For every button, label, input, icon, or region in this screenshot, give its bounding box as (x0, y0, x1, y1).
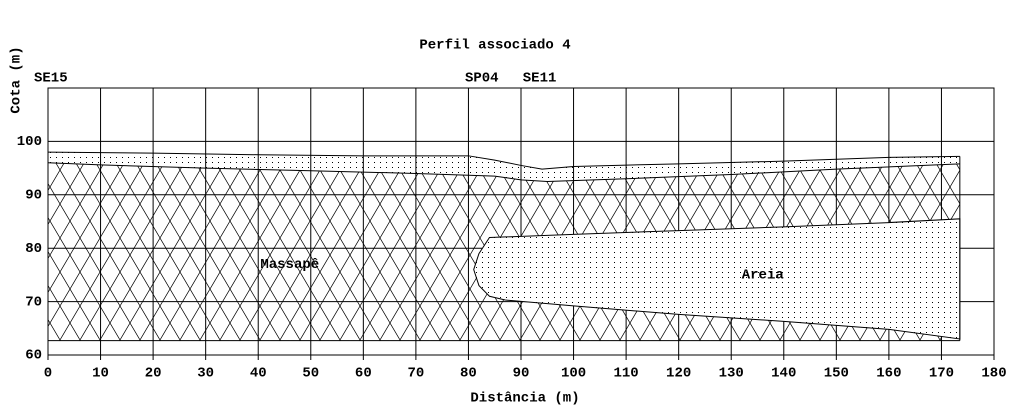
x-tick-label: 110 (614, 366, 639, 382)
y-axis-label: Cota (m) (9, 46, 25, 113)
x-tick-label: 170 (929, 366, 954, 382)
x-tick-label: 180 (981, 366, 1006, 382)
sand-lens (473, 218, 961, 340)
x-tick-label: 10 (92, 366, 109, 382)
x-tick-label: 150 (824, 366, 849, 382)
annotation: Massapê (260, 257, 319, 273)
x-tick-label: 0 (44, 366, 52, 382)
x-tick-label: 40 (250, 366, 267, 382)
borehole-label: SE11 (523, 71, 557, 87)
x-tick-label: 80 (460, 366, 477, 382)
y-tick-label: 70 (25, 294, 42, 310)
x-tick-label: 160 (876, 366, 901, 382)
x-tick-label: 120 (666, 366, 691, 382)
x-tick-label: 20 (145, 366, 162, 382)
layer-boundary (47, 162, 960, 182)
borehole-label: SP04 (465, 71, 499, 87)
y-tick-label: 100 (17, 134, 42, 150)
x-tick-label: 140 (771, 366, 796, 382)
x-tick-label: 100 (561, 366, 586, 382)
x-axis-label: Distância (m) (470, 391, 579, 407)
borehole-label: SE15 (34, 71, 68, 87)
chart-title: Perfil associado 4 (419, 38, 570, 54)
x-tick-label: 30 (197, 366, 214, 382)
layer-boundary (47, 151, 960, 170)
x-tick-label: 50 (302, 366, 319, 382)
x-tick-label: 70 (407, 366, 424, 382)
y-tick-label: 90 (25, 188, 42, 204)
x-tick-label: 90 (513, 366, 530, 382)
annotation: Areia (742, 268, 785, 284)
y-tick-label: 60 (25, 348, 42, 364)
x-tick-label: 60 (355, 366, 372, 382)
x-tick-label: 130 (719, 366, 744, 382)
y-tick-label: 80 (25, 241, 42, 257)
